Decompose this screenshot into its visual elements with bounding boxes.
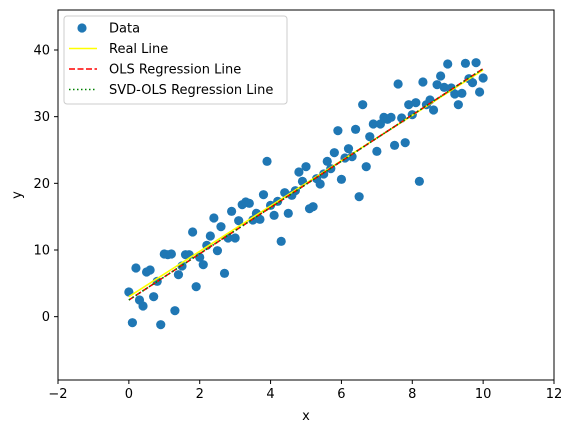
data-point [453, 100, 463, 110]
x-tick-label: 12 [546, 387, 563, 402]
data-point [432, 80, 442, 90]
x-tick-label: 0 [125, 387, 133, 402]
data-point [471, 58, 481, 68]
data-point [156, 320, 166, 330]
data-point [230, 233, 240, 243]
data-point [347, 152, 357, 162]
data-point [414, 176, 424, 186]
legend: Data Real Line OLS Regression Line SVD-OLS … [63, 15, 288, 105]
x-tick-label: 10 [475, 387, 492, 402]
data-point [173, 270, 184, 280]
data-point [131, 263, 141, 273]
axes-frame [57, 9, 555, 381]
data-point [411, 98, 421, 108]
y-tick-label: 0 [42, 310, 50, 325]
legend-marker [77, 23, 87, 33]
data-point [223, 233, 233, 243]
y-tick-label: 20 [33, 177, 50, 192]
data-point [322, 156, 332, 166]
data-point [138, 301, 148, 311]
data-point [389, 140, 400, 150]
data-point [428, 105, 439, 115]
data-point [212, 246, 223, 256]
data-point [372, 146, 382, 156]
data-point [166, 249, 176, 259]
x-axis-label: x [302, 409, 310, 424]
data-point [149, 292, 159, 302]
legend-label: Data [109, 22, 140, 37]
data-point [283, 208, 293, 218]
data-point [343, 144, 354, 154]
data-point [145, 265, 155, 275]
data-point [475, 87, 485, 97]
data-point [258, 190, 269, 200]
data-point [393, 79, 403, 89]
y-tick-label: 10 [33, 244, 50, 259]
data-point [262, 156, 272, 166]
data-point [205, 231, 215, 241]
data-point [450, 89, 460, 99]
x-tick-label: 2 [196, 387, 204, 402]
data-point [209, 213, 219, 223]
legend-label: Real Line [109, 42, 168, 57]
data-point [361, 162, 371, 172]
x-tick-label: 4 [266, 387, 274, 402]
data-point [351, 124, 361, 134]
legend-box [63, 15, 288, 105]
data-point [244, 198, 254, 208]
data-point [269, 210, 279, 220]
data-point [354, 192, 364, 202]
data-point [219, 268, 230, 278]
data-point [336, 174, 347, 184]
data-point [297, 176, 308, 186]
data-point [365, 132, 375, 142]
y-axis-label: y [10, 191, 25, 199]
y-tick-label: 30 [33, 110, 50, 125]
data-point [191, 282, 201, 292]
data-point [358, 100, 368, 110]
data-point [386, 112, 396, 122]
svd-ols-regression-line [128, 67, 484, 301]
data-point [188, 227, 198, 237]
data-point [315, 179, 325, 189]
data-point [216, 222, 226, 232]
x-tick-label: −2 [48, 387, 67, 402]
data-point [439, 82, 449, 92]
data-point [400, 138, 410, 148]
data-point [227, 206, 237, 216]
data-point [368, 119, 378, 129]
data-point [294, 167, 304, 177]
data-point [443, 59, 453, 69]
data-point [436, 71, 446, 81]
data-point [170, 306, 180, 316]
data-point [478, 73, 488, 83]
data-point [234, 216, 244, 226]
data-point [457, 88, 467, 98]
data-point [418, 77, 428, 87]
data-point [127, 318, 137, 328]
data-point [276, 236, 286, 246]
x-tick-label: 8 [408, 387, 416, 402]
data-point [333, 126, 343, 136]
data-point [404, 100, 414, 110]
data-point [329, 148, 339, 158]
data-point [467, 78, 478, 88]
data-point [198, 260, 208, 270]
data-point [301, 162, 311, 172]
axes: −2 0 2 4 6 8 10 12 0 10 20 30 40 x y [10, 9, 563, 424]
x-tick-label: 6 [337, 387, 345, 402]
data-point [460, 58, 471, 68]
y-tick-label: 40 [33, 44, 50, 59]
legend-label: SVD-OLS Regression Line [109, 83, 273, 98]
data-point [308, 202, 318, 212]
data-point [255, 214, 265, 224]
legend-label: OLS Regression Line [109, 63, 241, 78]
